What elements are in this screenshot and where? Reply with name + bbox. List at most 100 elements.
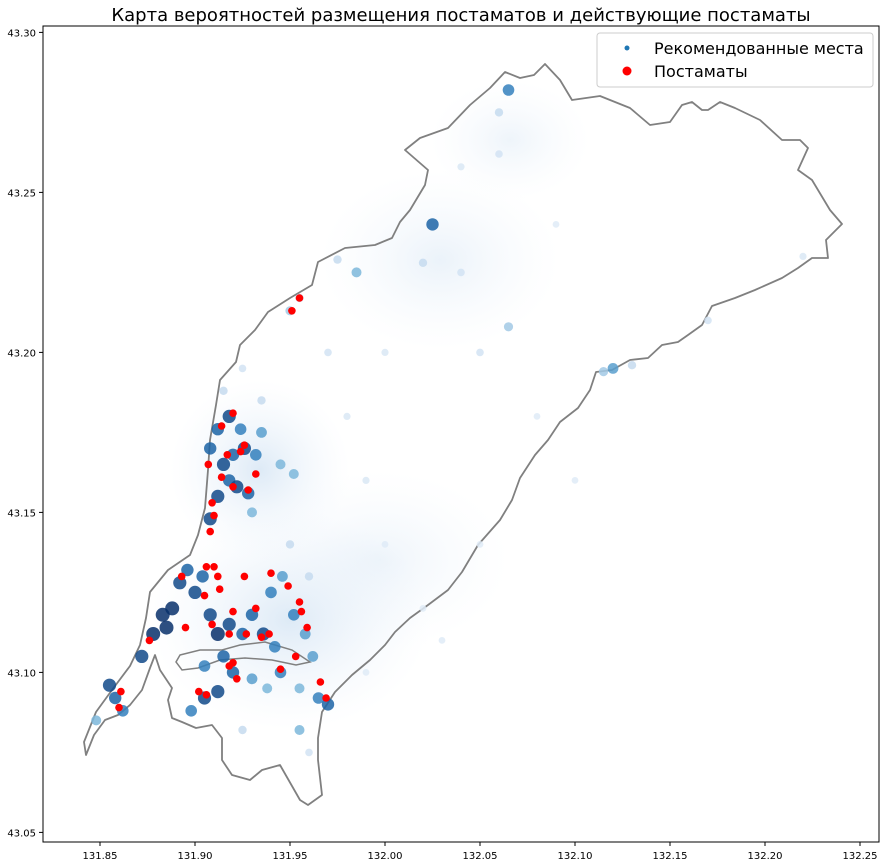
postamat-point bbox=[242, 630, 251, 638]
postamat-point bbox=[229, 659, 237, 667]
recommended-point bbox=[210, 627, 225, 641]
recommended-point bbox=[607, 363, 619, 374]
x-tick-label: 131.90 bbox=[178, 851, 213, 862]
x-tick-label: 131.95 bbox=[273, 851, 308, 862]
recommended-point bbox=[256, 427, 267, 438]
y-tick-label: 43.05 bbox=[7, 828, 36, 839]
postamat-point bbox=[233, 675, 241, 683]
postamat-point bbox=[202, 563, 211, 571]
x-tick-label: 132.10 bbox=[558, 851, 593, 862]
recommended-point bbox=[704, 316, 712, 325]
recommended-point bbox=[381, 348, 389, 356]
postamat-point bbox=[217, 473, 226, 482]
recommended-point bbox=[275, 459, 286, 470]
recommended-point bbox=[185, 705, 197, 717]
recommended-point bbox=[247, 507, 257, 518]
postamat-point bbox=[252, 604, 260, 613]
x-tick-label: 132.20 bbox=[748, 851, 783, 862]
postamat-point bbox=[181, 623, 190, 632]
postamat-point bbox=[229, 607, 237, 616]
recommended-point bbox=[203, 608, 217, 622]
recommended-point bbox=[288, 469, 299, 479]
recommended-point bbox=[211, 685, 225, 699]
recommended-point bbox=[503, 322, 514, 332]
city-boundary-outline bbox=[83, 63, 843, 806]
y-tick-label: 43.15 bbox=[7, 508, 36, 519]
y-tick-label: 43.20 bbox=[7, 348, 36, 359]
recommended-point bbox=[571, 477, 579, 484]
recommended-point bbox=[418, 258, 428, 267]
recommended-point bbox=[457, 268, 465, 277]
recommended-point bbox=[198, 660, 211, 672]
postamat-point bbox=[297, 607, 306, 616]
postamat-point bbox=[295, 294, 304, 302]
recommended-point bbox=[343, 412, 351, 420]
recommended-point bbox=[222, 617, 236, 632]
recommended-point bbox=[495, 150, 503, 158]
postamat-point bbox=[117, 687, 125, 696]
y-tick-label: 43.30 bbox=[7, 28, 36, 39]
postamat-point bbox=[229, 409, 237, 418]
recommended-point bbox=[294, 683, 305, 694]
postamat-point bbox=[284, 582, 292, 590]
x-tick-label: 132.00 bbox=[368, 851, 403, 862]
recommended-point bbox=[91, 715, 102, 726]
x-tick-label: 132.15 bbox=[653, 851, 688, 862]
postamat-point bbox=[214, 572, 222, 581]
postamat-point bbox=[210, 511, 218, 520]
recommended-point bbox=[250, 449, 262, 461]
postamat-point bbox=[208, 499, 216, 507]
postamat-point bbox=[195, 687, 203, 696]
y-tick-label: 43.25 bbox=[7, 188, 36, 199]
legend-marker-recommended bbox=[624, 45, 630, 51]
recommended-point bbox=[269, 641, 281, 653]
recommended-point bbox=[324, 348, 332, 357]
recommended-point bbox=[159, 620, 174, 635]
recommended-point bbox=[238, 725, 247, 735]
postamat-point bbox=[276, 665, 285, 673]
postamat-point bbox=[223, 451, 232, 459]
recommended-point bbox=[238, 364, 247, 373]
postamat-point bbox=[177, 572, 186, 581]
recommended-point bbox=[211, 489, 225, 503]
recommended-point bbox=[217, 650, 230, 663]
postamat-point bbox=[236, 447, 245, 456]
legend-marker-postamats bbox=[622, 66, 632, 76]
recommended-point bbox=[438, 637, 446, 644]
postamat-point bbox=[322, 694, 330, 702]
legend-box bbox=[596, 32, 874, 88]
recommended-point bbox=[362, 669, 370, 676]
postamat-point bbox=[265, 630, 273, 638]
x-axis: 131.85 131.90 131.95 132.00 132.05 132.10 132.… bbox=[83, 842, 878, 862]
recommended-point bbox=[494, 108, 504, 117]
postamat-point bbox=[240, 572, 249, 581]
chart-title: Карта вероятностей размещения постаматов… bbox=[111, 5, 810, 26]
postamat-point bbox=[267, 569, 275, 577]
postamat-point bbox=[115, 703, 123, 712]
postamat-point bbox=[215, 585, 224, 593]
postamat-point bbox=[145, 636, 154, 645]
postamat-point bbox=[200, 591, 209, 600]
recommended-point bbox=[216, 457, 231, 471]
recommended-point bbox=[226, 448, 240, 461]
recommended-point bbox=[234, 423, 247, 436]
recommended-point bbox=[277, 571, 288, 582]
legend-label-recommended: Рекомендованные места bbox=[654, 39, 864, 58]
recommended-point bbox=[426, 218, 439, 231]
postamat-point bbox=[240, 441, 249, 450]
recommended-point bbox=[362, 476, 370, 484]
y-axis: 43.05 43.10 43.15 43.20 43.25 43.30 bbox=[7, 28, 43, 839]
x-tick-label: 131.85 bbox=[83, 851, 118, 862]
recommended-point bbox=[294, 725, 305, 735]
recommended-point bbox=[351, 267, 362, 278]
postamat-point bbox=[252, 470, 260, 478]
recommended-point bbox=[799, 252, 807, 260]
recommended-point bbox=[307, 651, 319, 662]
recommended-point bbox=[219, 386, 228, 395]
recommended-point bbox=[312, 692, 325, 704]
recommended-point bbox=[135, 649, 149, 664]
legend-label-postamats: Постаматы bbox=[654, 62, 748, 81]
postamat-point bbox=[295, 598, 304, 606]
postamat-point bbox=[257, 633, 266, 641]
